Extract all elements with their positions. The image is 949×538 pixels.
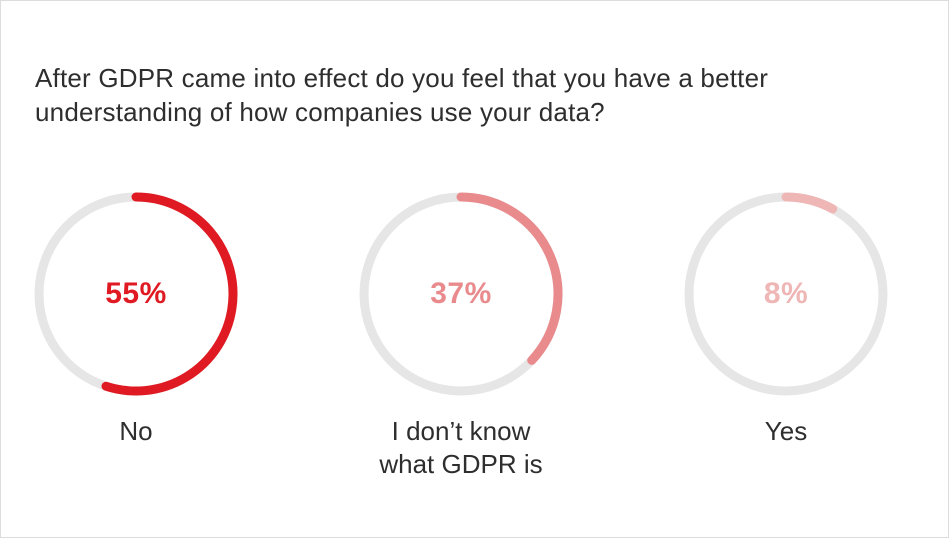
gauge-dont-know: 37% — [356, 189, 566, 399]
gauge-dont-know-label: I don’t know what GDPR is — [379, 416, 543, 479]
gauge-no-value: 55% — [105, 277, 167, 310]
gauge-dont-know-value: 37% — [430, 277, 492, 310]
chart-title: After GDPR came into effect do you feel … — [35, 63, 769, 127]
gauge-yes-arc — [781, 192, 838, 214]
gauge-dont-know-ring — [359, 192, 563, 396]
gauge-no-arc — [101, 192, 238, 396]
gauge-yes-label: Yes — [764, 416, 808, 446]
gauge-no-ring — [34, 192, 238, 396]
gauge-yes-ring — [684, 192, 888, 396]
gauge-no: 55% — [31, 189, 241, 399]
gauge-yes: 8% — [681, 189, 891, 399]
gauge-dont-know-arc — [456, 192, 563, 365]
gauge-no-label: No — [119, 416, 153, 446]
gauge-yes-value: 8% — [763, 277, 809, 310]
